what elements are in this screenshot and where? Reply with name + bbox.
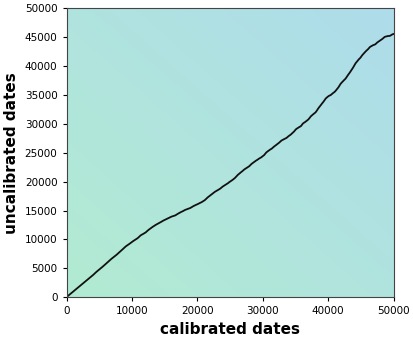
- X-axis label: calibrated dates: calibrated dates: [159, 322, 299, 337]
- Y-axis label: uncalibrated dates: uncalibrated dates: [4, 72, 19, 234]
